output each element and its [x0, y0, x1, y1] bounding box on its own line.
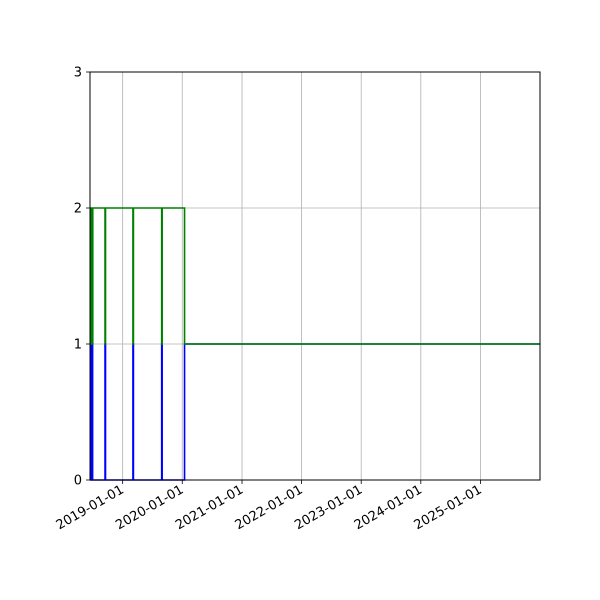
y-tick-label: 2	[74, 202, 82, 217]
plot-frame	[89, 71, 541, 481]
y-axis: 0 1 2 3	[74, 66, 90, 489]
y-tick-label: 0	[74, 474, 82, 489]
plot-background	[90, 72, 540, 480]
y-tick-label: 3	[74, 66, 82, 81]
series-line-2	[89, 207, 540, 345]
x-tick-label: 2025-01-01	[412, 482, 485, 533]
y-tick-label: 1	[74, 338, 82, 353]
x-axis: 2019-01-012020-01-012021-01-012022-01-01…	[54, 480, 485, 533]
